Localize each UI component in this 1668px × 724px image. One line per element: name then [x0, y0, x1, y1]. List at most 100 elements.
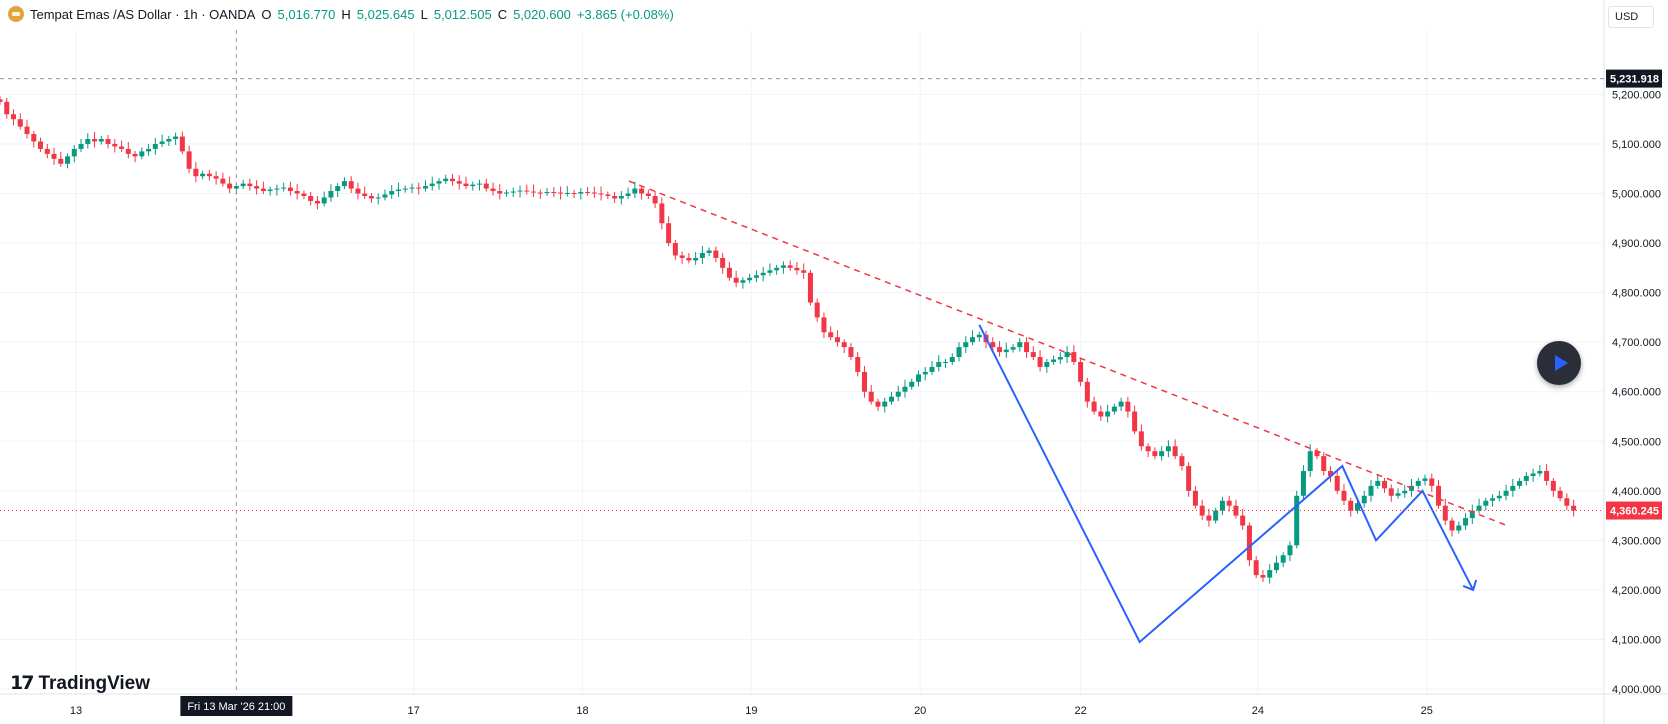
candle-body	[1091, 401, 1097, 412]
candle-body	[227, 183, 233, 189]
price-tick-label: 4,800.000	[1612, 288, 1661, 300]
candle-body	[504, 192, 510, 194]
candle-body	[834, 337, 840, 343]
tradingview-branding[interactable]: 𝟭𝟳 TradingView	[10, 672, 150, 695]
candle-body	[909, 381, 915, 387]
candle-body	[362, 193, 368, 196]
candle-body	[531, 191, 537, 193]
crosshair-time-label: Fri 13 Mar '26 21:00	[187, 701, 285, 713]
candle-body	[389, 191, 395, 195]
candle-body	[321, 197, 327, 204]
candle-body	[747, 277, 753, 281]
candle-body	[58, 158, 64, 164]
candle-body	[1003, 349, 1009, 353]
tradingview-logo-icon: 𝟭𝟳	[10, 673, 34, 694]
candle-body	[1354, 503, 1360, 511]
candle-body	[1442, 505, 1448, 521]
candle-body	[328, 191, 334, 198]
candle-body	[943, 362, 949, 363]
candle-body	[146, 148, 152, 152]
candle-body	[814, 302, 820, 318]
candle-body	[1388, 488, 1394, 496]
candle-body	[1436, 485, 1442, 506]
candle-body	[1469, 510, 1475, 519]
candle-body	[571, 193, 577, 195]
candle-body	[753, 275, 759, 278]
low-label: L	[420, 6, 428, 22]
candle-body	[65, 156, 71, 164]
currency-selector[interactable]: USD	[1608, 6, 1654, 28]
candle-body	[524, 190, 530, 192]
candle-body	[173, 136, 179, 140]
low-value: 5,012.505	[433, 6, 492, 22]
candle-body	[855, 357, 861, 372]
candle-body	[1449, 520, 1455, 531]
candle-body	[720, 257, 726, 268]
candle-body	[1111, 406, 1117, 412]
candle-body	[517, 190, 523, 192]
candle-body	[713, 250, 719, 258]
candle-body	[598, 193, 604, 195]
candle-body	[11, 114, 17, 120]
candle-body	[335, 186, 341, 192]
candle-body	[1361, 495, 1367, 504]
close-label: C	[497, 6, 508, 22]
candle-body	[787, 265, 793, 268]
candle-body	[85, 139, 91, 144]
price-tick-label: 4,400.000	[1612, 486, 1661, 498]
candle-body	[949, 357, 955, 362]
candle-body	[1192, 490, 1198, 506]
candle-body	[544, 192, 550, 194]
high-label: H	[341, 6, 351, 22]
candle-body	[186, 151, 192, 169]
candle-body	[780, 265, 786, 268]
candle-body	[1510, 485, 1516, 491]
candle-body	[1456, 525, 1462, 531]
candle-body	[44, 148, 50, 154]
candle-body	[429, 183, 435, 187]
candle-body	[1463, 518, 1469, 526]
candle-body	[422, 186, 428, 189]
candle-body	[17, 119, 23, 127]
candle-body	[98, 139, 104, 142]
price-tick-label: 4,100.000	[1612, 634, 1661, 646]
candle-body	[1206, 515, 1212, 521]
candle-body	[355, 188, 361, 194]
candle-body	[1064, 352, 1070, 358]
candle-body	[1051, 359, 1057, 362]
candle-body	[470, 184, 476, 187]
candles	[0, 96, 1577, 584]
candle-body	[612, 196, 618, 199]
play-button[interactable]	[1537, 341, 1581, 385]
candle-body	[1422, 478, 1428, 481]
candle-body	[240, 183, 246, 187]
candle-body	[456, 181, 462, 184]
candle-body	[1375, 480, 1381, 486]
candle-body	[1503, 490, 1509, 496]
candle-body	[760, 272, 766, 276]
candle-body	[287, 187, 293, 192]
candle-body	[551, 192, 557, 194]
candle-body	[990, 342, 996, 348]
candle-body	[294, 191, 300, 194]
candle-body	[1219, 500, 1225, 511]
symbol-title[interactable]: Tempat Emas /AS Dollar · 1h · OANDA	[30, 6, 256, 22]
candle-body	[368, 196, 374, 199]
candle-body	[449, 178, 455, 182]
open-label: O	[261, 6, 272, 22]
candle-body	[1280, 555, 1286, 563]
candle-body	[1199, 505, 1205, 516]
candle-body	[348, 181, 354, 189]
candle-body	[382, 194, 388, 198]
candle-body	[38, 141, 44, 149]
candle-body	[416, 187, 422, 189]
candle-body	[733, 277, 739, 283]
price-tick-label: 4,900.000	[1612, 238, 1661, 250]
price-tick-label: 4,000.000	[1612, 684, 1661, 696]
crosshair-price-label: 5,231.918	[1610, 74, 1659, 86]
time-tick-label: 20	[914, 705, 926, 717]
candle-body	[706, 250, 712, 253]
candle-body	[1145, 446, 1151, 452]
candle-body	[672, 243, 678, 256]
